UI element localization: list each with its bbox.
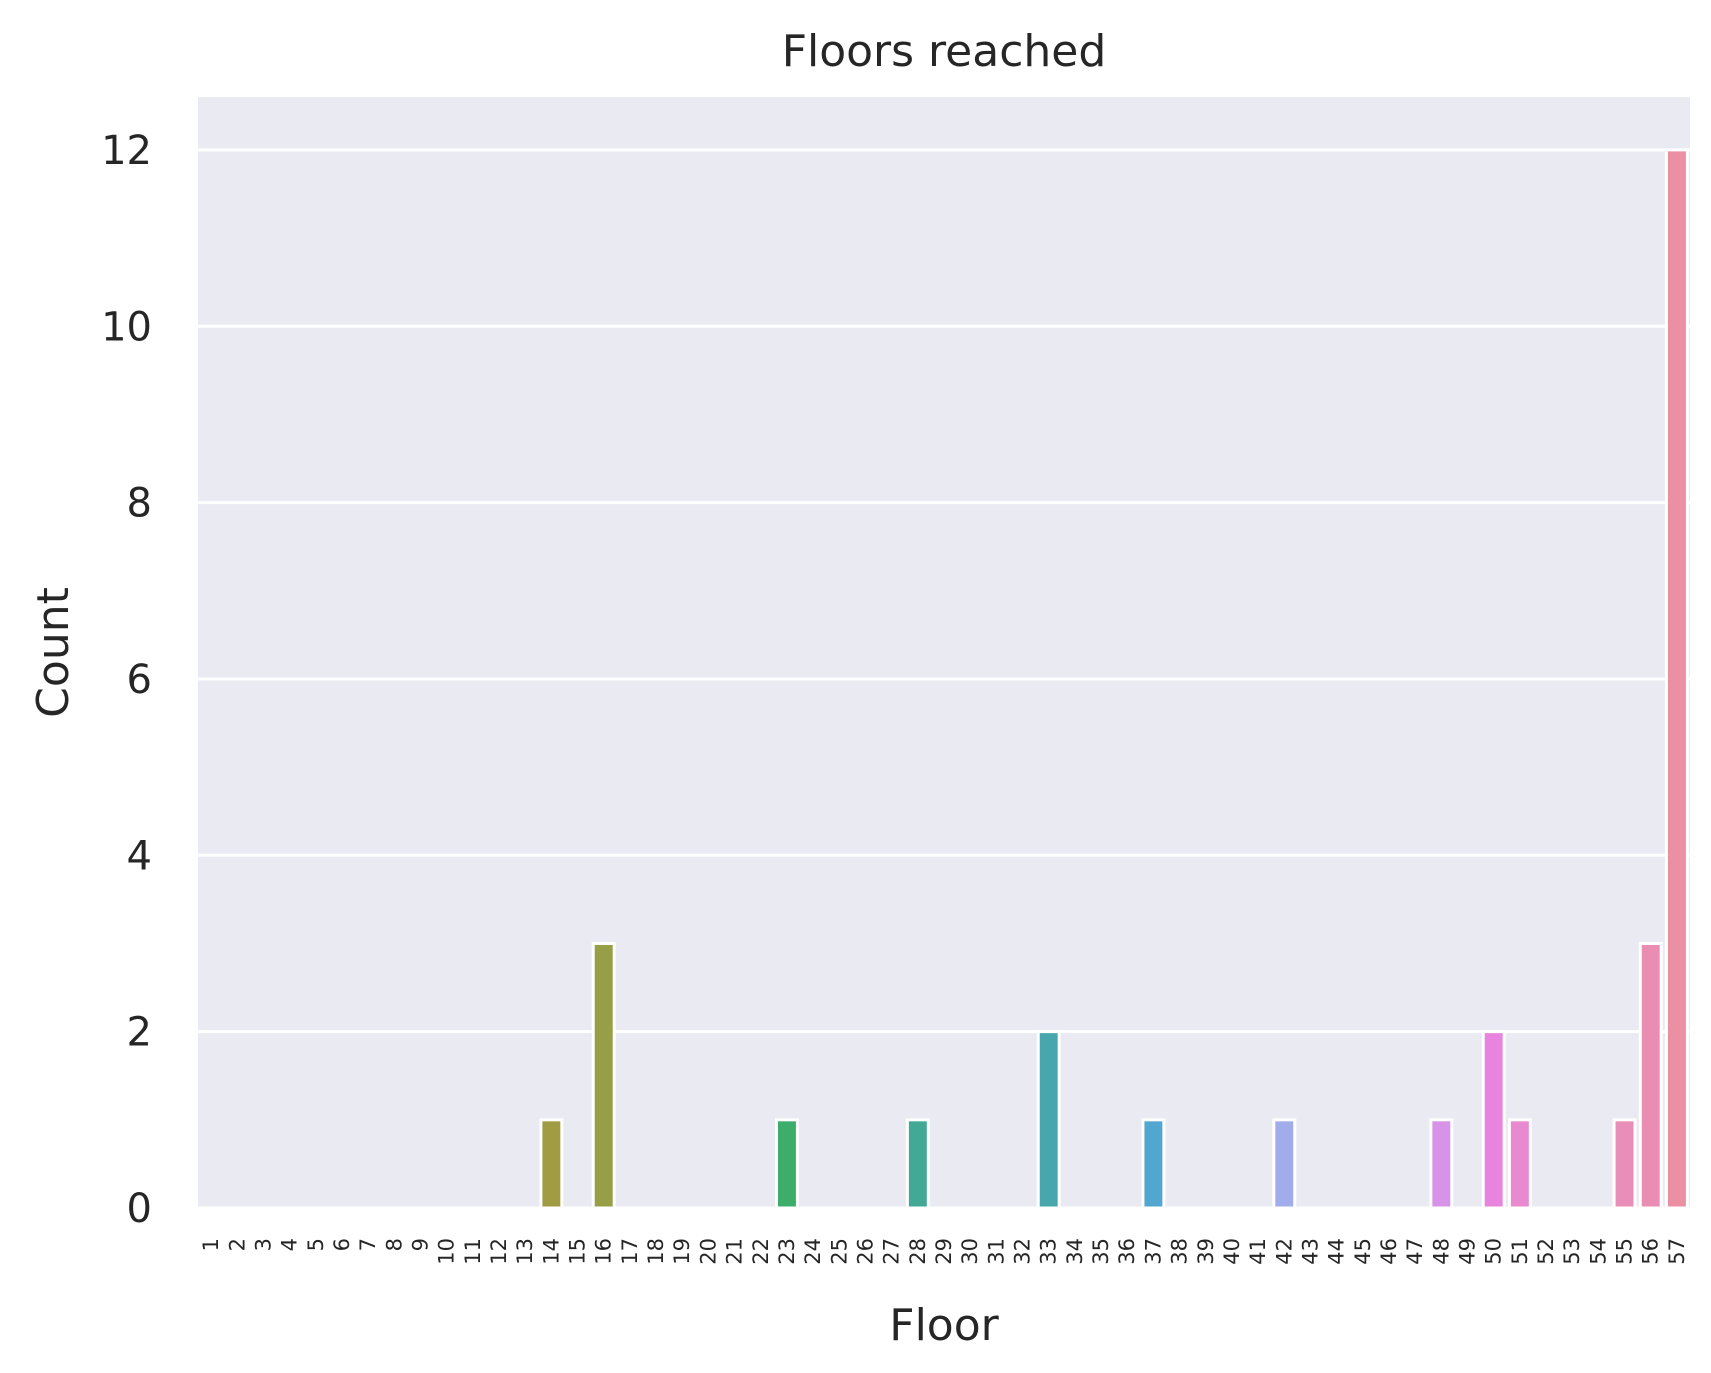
y-tick-label: 10 <box>101 304 152 350</box>
x-tick-label: 2 <box>225 1238 249 1251</box>
x-tick-label: 22 <box>749 1238 773 1265</box>
x-tick-label: 28 <box>906 1238 930 1265</box>
bar-floor-56 <box>1638 941 1663 1210</box>
bar-floor-28 <box>905 1118 930 1210</box>
x-axis-ticks: 1 2 3 4 5 6 7 8 9 10 11 12 13 14 15 16 17 18 19 20 21 22 23 24 2… <box>199 1238 1689 1265</box>
bar-floor-55 <box>1612 1118 1637 1210</box>
x-tick-label: 47 <box>1403 1238 1427 1265</box>
x-tick-label: 7 <box>356 1238 380 1251</box>
x-tick-label: 31 <box>984 1238 1008 1265</box>
x-tick-label: 29 <box>932 1238 956 1265</box>
y-tick-label: 4 <box>127 833 152 879</box>
x-tick-label: 25 <box>827 1238 851 1265</box>
x-tick-label: 19 <box>670 1238 694 1265</box>
gridlines <box>198 148 1690 1210</box>
bar-floor-33 <box>1036 1030 1061 1210</box>
bar-floor-50 <box>1481 1030 1506 1210</box>
x-tick-label: 26 <box>853 1238 877 1265</box>
bar-floor-48 <box>1429 1118 1454 1210</box>
x-tick-label: 18 <box>644 1238 668 1265</box>
x-tick-label: 20 <box>696 1238 720 1265</box>
x-axis-label: Floor <box>889 1300 999 1351</box>
x-tick-label: 17 <box>618 1238 642 1265</box>
x-tick-label: 41 <box>1246 1238 1270 1265</box>
x-tick-label: 55 <box>1613 1238 1637 1265</box>
bar-floor-57 <box>1664 148 1689 1210</box>
x-tick-label: 48 <box>1429 1238 1453 1265</box>
y-axis-label: Count <box>28 587 79 718</box>
bar-floor-42 <box>1272 1118 1297 1210</box>
x-tick-label: 12 <box>487 1238 511 1265</box>
x-tick-label: 43 <box>1298 1238 1322 1265</box>
y-tick-label: 12 <box>101 128 152 174</box>
x-tick-label: 53 <box>1560 1238 1584 1265</box>
x-tick-label: 54 <box>1586 1238 1610 1265</box>
x-tick-label: 23 <box>775 1238 799 1265</box>
x-tick-label: 45 <box>1351 1238 1375 1265</box>
x-tick-label: 33 <box>1037 1238 1061 1265</box>
y-tick-label: 6 <box>127 657 152 703</box>
x-tick-label: 44 <box>1325 1238 1349 1265</box>
x-tick-label: 57 <box>1665 1238 1689 1265</box>
x-tick-label: 38 <box>1168 1238 1192 1265</box>
x-tick-label: 10 <box>435 1238 459 1265</box>
x-tick-label: 46 <box>1377 1238 1401 1265</box>
chart-title: Floors reached <box>782 26 1107 77</box>
y-tick-label: 8 <box>127 481 152 527</box>
x-tick-label: 37 <box>1141 1238 1165 1265</box>
x-tick-label: 36 <box>1115 1238 1139 1265</box>
x-tick-label: 50 <box>1482 1238 1506 1265</box>
x-tick-label: 51 <box>1508 1238 1532 1265</box>
x-tick-label: 49 <box>1456 1238 1480 1265</box>
x-tick-label: 21 <box>723 1238 747 1265</box>
x-tick-label: 8 <box>382 1238 406 1251</box>
x-tick-label: 5 <box>304 1238 328 1251</box>
x-tick-label: 3 <box>251 1238 275 1251</box>
x-tick-label: 4 <box>278 1238 302 1251</box>
x-tick-label: 16 <box>592 1238 616 1265</box>
y-axis-ticks: 0 2 4 6 8 10 12 <box>101 128 152 1232</box>
x-tick-label: 40 <box>1220 1238 1244 1265</box>
y-tick-label: 0 <box>127 1186 152 1232</box>
x-tick-label: 13 <box>513 1238 537 1265</box>
x-tick-label: 52 <box>1534 1238 1558 1265</box>
x-tick-label: 6 <box>330 1238 354 1251</box>
x-tick-label: 27 <box>880 1238 904 1265</box>
x-tick-label: 1 <box>199 1238 223 1251</box>
x-tick-label: 15 <box>566 1238 590 1265</box>
x-tick-label: 42 <box>1272 1238 1296 1265</box>
x-tick-label: 9 <box>408 1238 432 1251</box>
x-tick-label: 34 <box>1063 1238 1087 1265</box>
bar-floor-14 <box>539 1118 564 1210</box>
x-tick-label: 56 <box>1639 1238 1663 1265</box>
bar-floor-37 <box>1141 1118 1166 1210</box>
x-tick-label: 11 <box>461 1238 485 1265</box>
plot-area <box>198 97 1690 1208</box>
x-tick-label: 30 <box>958 1238 982 1265</box>
bars <box>539 148 1689 1210</box>
x-tick-label: 32 <box>1011 1238 1035 1265</box>
x-tick-label: 35 <box>1089 1238 1113 1265</box>
bar-floor-23 <box>774 1118 799 1210</box>
x-tick-label: 14 <box>539 1238 563 1265</box>
x-tick-label: 39 <box>1194 1238 1218 1265</box>
x-tick-label: 24 <box>801 1238 825 1265</box>
bar-floor-16 <box>591 941 616 1210</box>
bar-floor-51 <box>1507 1118 1532 1210</box>
y-tick-label: 2 <box>127 1010 152 1056</box>
